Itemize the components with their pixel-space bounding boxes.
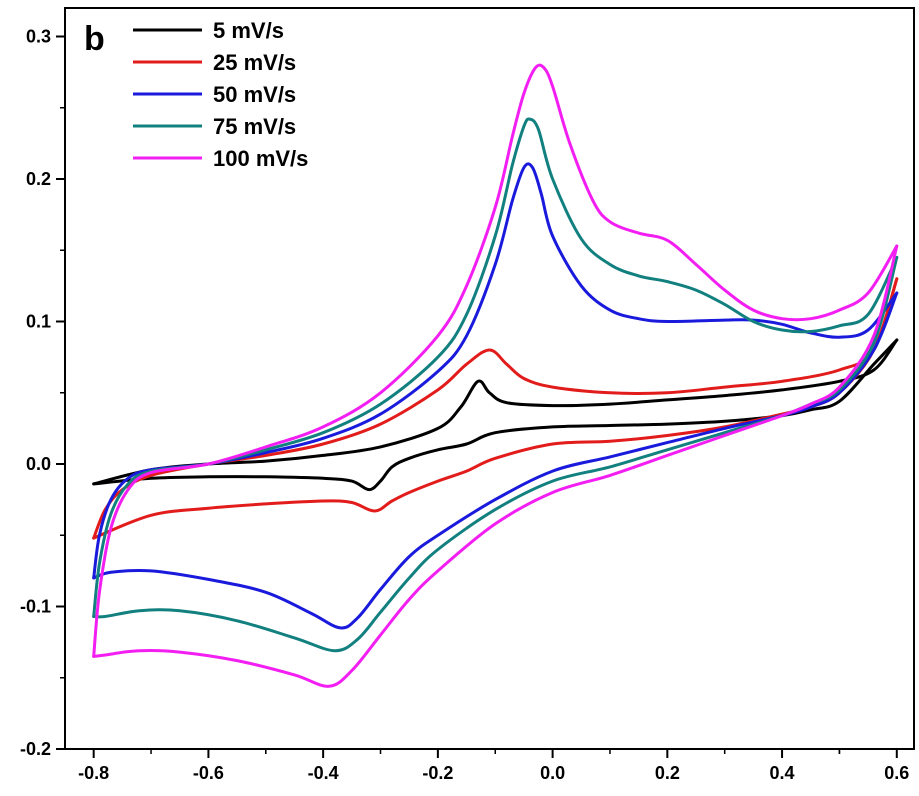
series-50-mv-s-anodic-line bbox=[92, 162, 899, 580]
x-tick-label: -0.8 bbox=[78, 763, 109, 783]
series-75-mv-s-anodic-line bbox=[92, 117, 899, 618]
x-tick-label: 0.6 bbox=[884, 763, 909, 783]
x-tick-label: 0.4 bbox=[770, 763, 795, 783]
series-5-mv-s-cathodic-line bbox=[92, 338, 899, 492]
y-tick-label: -0.1 bbox=[20, 597, 51, 617]
series-5-mv-s-anodic-line bbox=[92, 338, 899, 486]
series-50-mv-s-cathodic-line bbox=[92, 291, 899, 630]
legend-label: 5 mV/s bbox=[213, 18, 284, 43]
x-tick-label: -0.4 bbox=[308, 763, 339, 783]
y-tick-label: -0.2 bbox=[20, 739, 51, 759]
y-tick-label: 0.2 bbox=[26, 169, 51, 189]
legend-label: 25 mV/s bbox=[213, 50, 296, 75]
y-tick-label: 0.1 bbox=[26, 312, 51, 332]
y-tick-label: 0.0 bbox=[26, 454, 51, 474]
legend-label: 75 mV/s bbox=[213, 114, 296, 139]
x-tick-label: 0.0 bbox=[540, 763, 565, 783]
legend: 5 mV/s 25 mV/s 50 mV/s 75 mV/s 100 mV/s bbox=[133, 18, 308, 171]
x-tick-label: -0.6 bbox=[193, 763, 224, 783]
ticks-layer: -0.8 -0.6 -0.4 -0.2 0.0 0.2 0.4 0.6 -0.2 -0.1 0.0 0… bbox=[20, 27, 909, 784]
series-layer bbox=[92, 63, 899, 688]
x-tick-label: -0.2 bbox=[422, 763, 453, 783]
x-tick-label: 0.2 bbox=[655, 763, 680, 783]
plot-frame bbox=[64, 7, 915, 750]
series-100-mv-s-anodic-line bbox=[92, 63, 899, 658]
legend-label: 50 mV/s bbox=[213, 82, 296, 107]
y-tick-label: 0.3 bbox=[26, 27, 51, 47]
series-25-mv-s-anodic-line bbox=[92, 277, 899, 540]
legend-label: 100 mV/s bbox=[213, 146, 308, 171]
panel-label: b bbox=[84, 20, 105, 58]
series-100-mv-s-cathodic-line bbox=[92, 244, 899, 688]
